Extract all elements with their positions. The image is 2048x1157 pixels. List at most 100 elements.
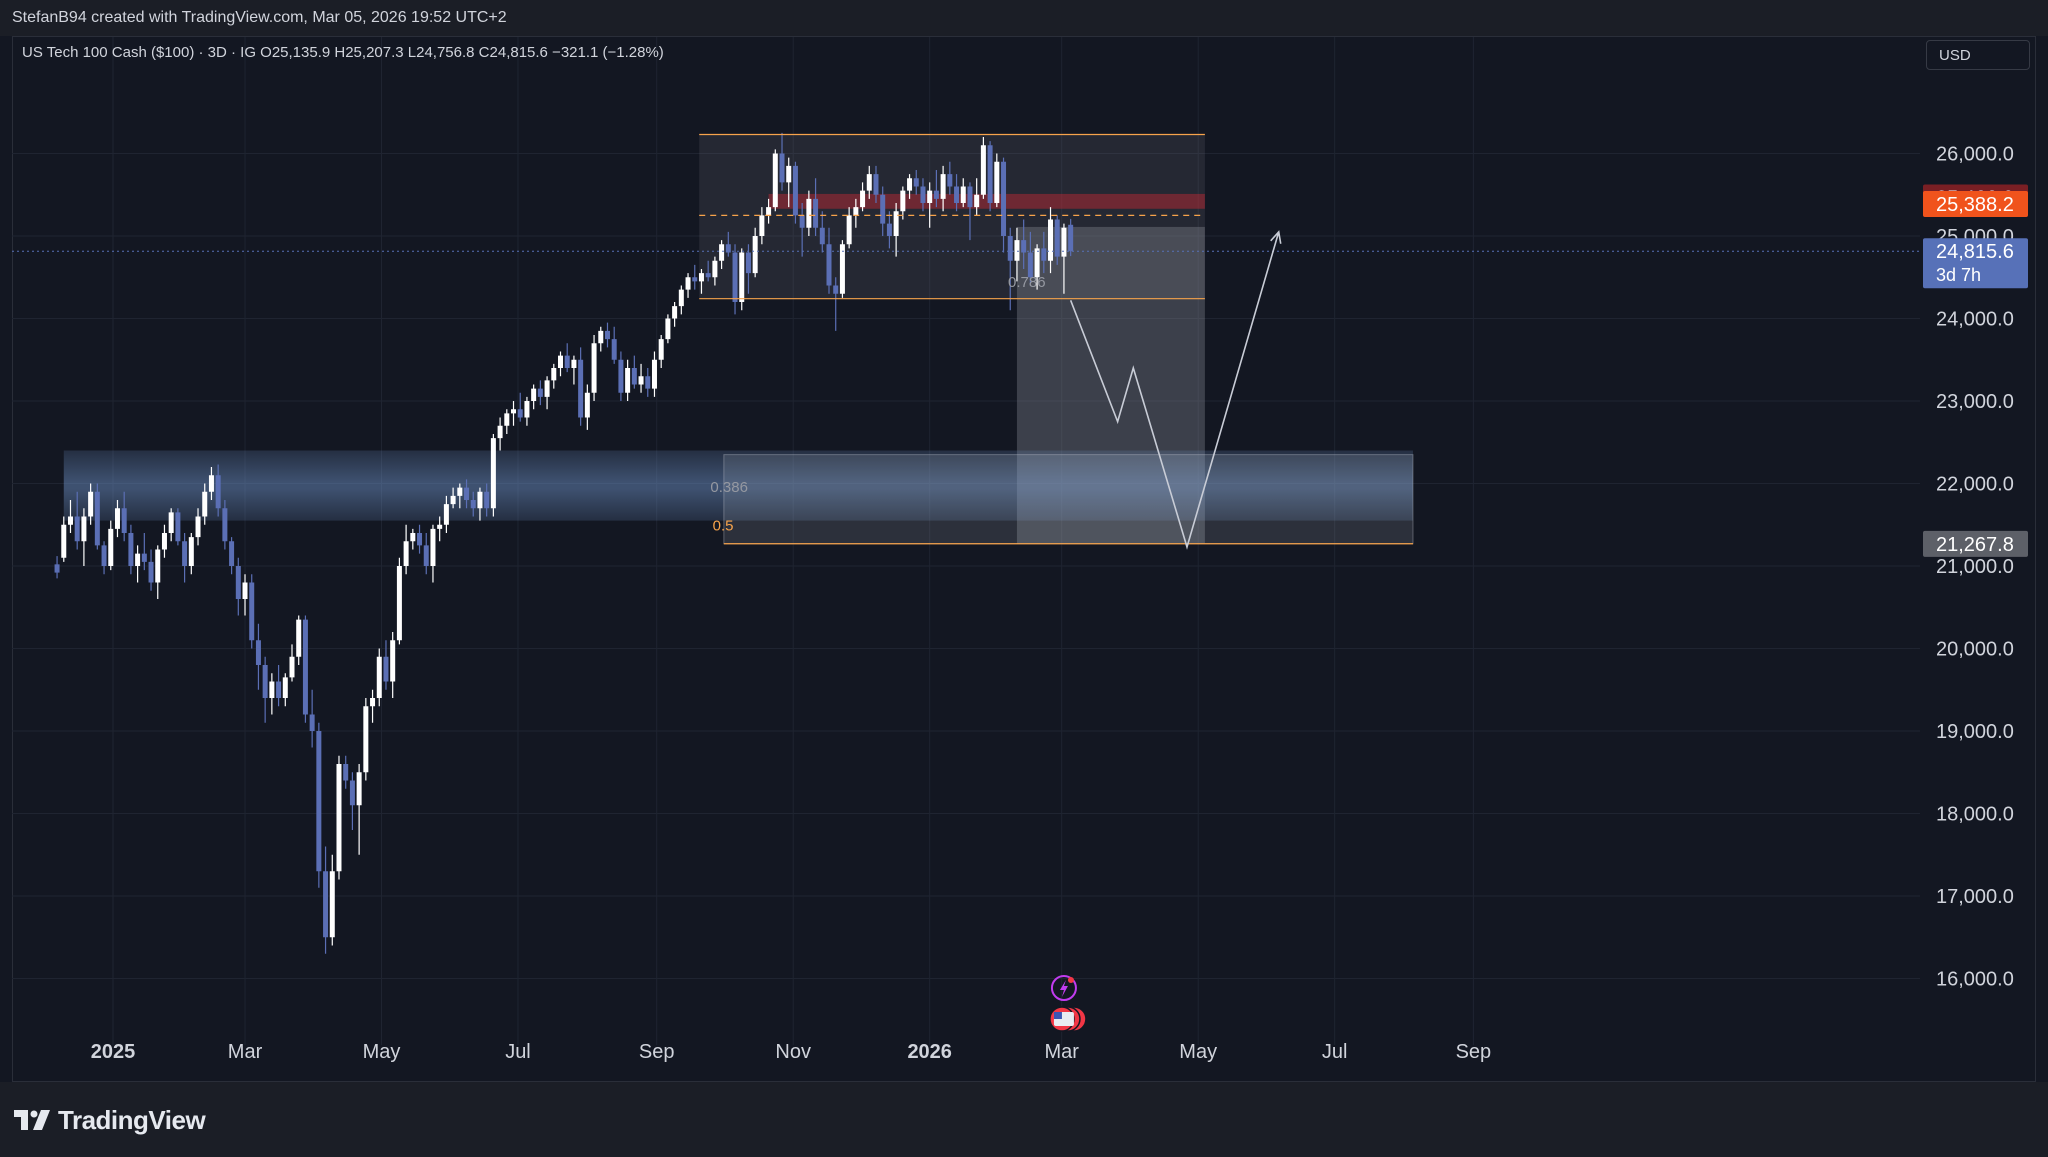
candle-body <box>766 207 772 216</box>
candle-body <box>235 566 241 599</box>
candle-body <box>719 244 725 261</box>
candle-body <box>866 174 872 191</box>
candle-body <box>980 145 986 195</box>
candle-body <box>349 780 355 806</box>
candle-body <box>625 368 631 393</box>
candle-body <box>1001 161 1007 236</box>
candle-body <box>262 665 268 698</box>
candle-body <box>712 260 718 278</box>
candle-body <box>638 376 644 385</box>
candle-body <box>665 318 671 340</box>
candle-body <box>685 277 691 290</box>
candle-body <box>531 388 537 401</box>
x-tick-label: Jul <box>1322 1041 1348 1063</box>
y-tick-label: 16,000.0 <box>1936 969 2014 991</box>
candle-body <box>423 545 429 566</box>
candle-body <box>316 731 322 872</box>
fib-box <box>723 454 1414 545</box>
candle-body <box>148 561 154 583</box>
price-badge <box>1923 530 2028 557</box>
candle-body <box>544 380 550 397</box>
candle-body <box>860 190 866 208</box>
candle-body <box>584 392 590 418</box>
candle-body <box>819 227 825 245</box>
y-tick-label: 21,000.0 <box>1936 556 2014 578</box>
candle-body <box>1034 248 1040 278</box>
candle-body <box>94 491 100 546</box>
x-tick-label: 2026 <box>907 1041 952 1063</box>
tradingview-logo[interactable]: TradingView <box>14 1103 206 1137</box>
candle-body <box>725 244 731 253</box>
candle-body <box>833 285 839 294</box>
candle-body <box>591 343 597 393</box>
candle-body <box>403 541 409 566</box>
candle-body <box>128 533 134 566</box>
candle-body <box>1007 236 1013 261</box>
candle-body <box>806 198 812 228</box>
candle-body <box>464 487 470 500</box>
candle-body <box>390 640 396 682</box>
candle-body <box>732 252 738 302</box>
candle-body <box>161 533 167 550</box>
projection-path <box>1069 231 1280 550</box>
candle-body <box>175 512 181 542</box>
demand-zone <box>63 450 1413 521</box>
candle-body <box>121 508 127 533</box>
event-markers <box>1049 975 1087 1032</box>
candle-body <box>927 190 933 203</box>
y-tick-label: 26,000.0 <box>1936 144 2014 166</box>
candle-body <box>886 223 892 236</box>
event-alert-dot <box>1067 977 1074 983</box>
candle-body <box>839 244 845 294</box>
candle-body <box>329 871 335 938</box>
candle-body <box>215 475 221 509</box>
candle-body <box>786 165 792 183</box>
candle-body <box>645 376 651 389</box>
x-tick-label: Nov <box>775 1041 811 1063</box>
candle-body <box>101 545 107 566</box>
candle-body <box>376 656 382 698</box>
candle-body <box>437 524 443 529</box>
candle-body <box>430 528 436 566</box>
candle-body <box>54 564 60 573</box>
candle-body <box>470 500 476 509</box>
candle-body <box>504 413 510 426</box>
symbol-ohlc-legend[interactable]: US Tech 100 Cash ($100) · 3D · IG O25,13… <box>22 44 664 61</box>
x-tick-label: Sep <box>639 1041 675 1063</box>
candle-body <box>410 533 416 542</box>
candle-body <box>920 186 926 203</box>
candle-body <box>698 273 704 282</box>
price-badge-label: 24,815.6 <box>1936 241 2014 263</box>
price-axis: 16,000.0 17,000.0 18,000.0 19,000.0 20,000.0… <box>1936 144 2014 991</box>
candle-body <box>249 582 255 641</box>
candle-body <box>618 359 624 393</box>
fib-labels: 0.786 0.386 0.5 <box>710 274 1045 534</box>
candle-body <box>323 871 329 938</box>
candle-body <box>74 516 80 542</box>
candle-body <box>1068 224 1074 252</box>
candle-body <box>484 491 490 509</box>
candle-body <box>604 330 610 340</box>
candle-body <box>450 495 456 505</box>
candle-body <box>383 656 389 682</box>
candle-body <box>907 178 913 191</box>
y-tick-label: 17,000.0 <box>1936 886 2014 908</box>
candle-body <box>1014 240 1020 261</box>
x-tick-label: Sep <box>1456 1041 1492 1063</box>
footer-bar <box>0 1082 2048 1157</box>
chart-panel[interactable] <box>12 36 2036 1082</box>
candle-body <box>537 388 543 397</box>
candle-body <box>477 491 483 509</box>
y-tick-label: 23,000.0 <box>1936 391 2014 413</box>
candle-body <box>67 516 73 525</box>
candle-body <box>940 174 946 199</box>
candle-body <box>772 153 778 208</box>
drawing-zones <box>63 134 1414 545</box>
currency-button[interactable]: USD <box>1926 40 2030 70</box>
event-flash-icon <box>1050 975 1077 1001</box>
candle-body <box>108 528 114 566</box>
candle-body <box>490 438 496 509</box>
price-badge-label: 21,267.8 <box>1936 534 2014 556</box>
